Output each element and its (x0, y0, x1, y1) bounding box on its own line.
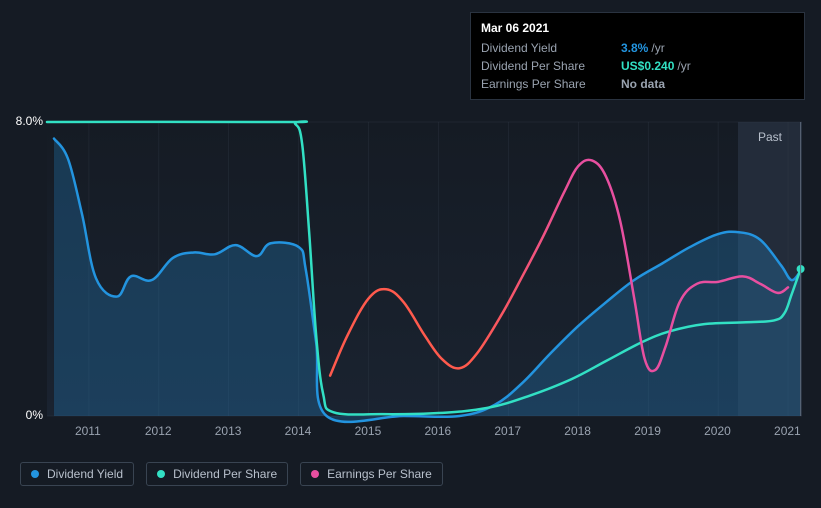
x-axis-tick-label: 2019 (634, 424, 661, 438)
x-axis-tick-label: 2014 (285, 424, 312, 438)
legend-item-dividend-yield[interactable]: Dividend Yield (20, 462, 134, 486)
legend-label-dividend-yield: Dividend Yield (47, 467, 123, 481)
legend-label-dividend-per-share: Dividend Per Share (173, 467, 277, 481)
tooltip-label-eps: Earnings Per Share (481, 75, 621, 93)
x-axis-tick-label: 2020 (704, 424, 731, 438)
tooltip-row-dps: Dividend Per Share US$0.240 /yr (481, 57, 794, 75)
tooltip-value-yield: 3.8% (621, 39, 648, 57)
tooltip-value-eps: No data (621, 75, 665, 93)
dividend-chart: Past Mar 06 2021 Dividend Yield 3.8% /yr… (0, 0, 821, 508)
tooltip-unit-dps: /yr (677, 57, 690, 75)
tooltip-label-dps: Dividend Per Share (481, 57, 621, 75)
tooltip-row-eps: Earnings Per Share No data (481, 75, 794, 93)
tooltip-date: Mar 06 2021 (481, 19, 794, 37)
legend-dot-dividend-yield (31, 470, 39, 478)
legend-item-dividend-per-share[interactable]: Dividend Per Share (146, 462, 288, 486)
y-axis-tick-label: 0% (26, 408, 43, 422)
x-axis-tick-label: 2017 (494, 424, 521, 438)
legend-dot-dividend-per-share (157, 470, 165, 478)
x-axis-tick-label: 2013 (215, 424, 242, 438)
x-axis-tick-label: 2011 (75, 424, 101, 438)
x-axis-tick-label: 2015 (355, 424, 382, 438)
chart-tooltip: Mar 06 2021 Dividend Yield 3.8% /yr Divi… (470, 12, 805, 100)
chart-legend: Dividend Yield Dividend Per Share Earnin… (20, 462, 443, 486)
x-axis-tick-label: 2021 (774, 424, 801, 438)
tooltip-unit-yield: /yr (651, 39, 664, 57)
past-marker-label: Past (758, 130, 782, 144)
x-axis-tick-label: 2018 (564, 424, 591, 438)
tooltip-row-yield: Dividend Yield 3.8% /yr (481, 39, 794, 57)
legend-dot-earnings-per-share (311, 470, 319, 478)
tooltip-value-dps: US$0.240 (621, 57, 674, 75)
legend-item-earnings-per-share[interactable]: Earnings Per Share (300, 462, 443, 486)
y-axis-tick-label: 8.0% (16, 114, 43, 128)
tooltip-label-yield: Dividend Yield (481, 39, 621, 57)
x-axis-tick-label: 2012 (145, 424, 172, 438)
x-axis-tick-label: 2016 (424, 424, 451, 438)
legend-label-earnings-per-share: Earnings Per Share (327, 467, 432, 481)
